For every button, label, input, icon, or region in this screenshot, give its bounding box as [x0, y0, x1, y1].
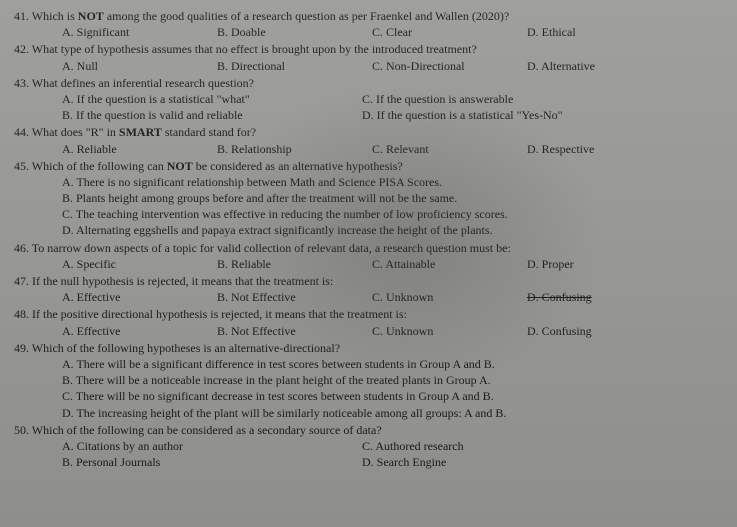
- question: 46. To narrow down aspects of a topic fo…: [14, 240, 723, 272]
- options-row: A. EffectiveB. Not EffectiveC. UnknownD.…: [14, 289, 723, 305]
- options-2col: A. Citations by an authorB. Personal Jou…: [14, 438, 723, 470]
- question-text: 48. If the positive directional hypothes…: [14, 306, 723, 322]
- option: D. Confusing: [527, 289, 682, 305]
- options-row: A. EffectiveB. Not EffectiveC. UnknownD.…: [14, 323, 723, 339]
- option: D. Alternative: [527, 58, 682, 74]
- question: 42. What type of hypothesis assumes that…: [14, 41, 723, 73]
- option: A. Effective: [62, 323, 217, 339]
- question: 43. What defines an inferential research…: [14, 75, 723, 124]
- question-text: 45. Which of the following can NOT be co…: [14, 158, 723, 174]
- option: D. Confusing: [527, 323, 682, 339]
- option: B. Directional: [217, 58, 372, 74]
- option: C. Attainable: [372, 256, 527, 272]
- question: 48. If the positive directional hypothes…: [14, 306, 723, 338]
- question-text: 49. Which of the following hypotheses is…: [14, 340, 723, 356]
- question-text: 46. To narrow down aspects of a topic fo…: [14, 240, 723, 256]
- option-col: C. Authored researchD. Search Engine: [362, 438, 662, 470]
- option: B. There will be a noticeable increase i…: [14, 372, 723, 388]
- question-text: 44. What does "R" in SMART standard stan…: [14, 124, 723, 140]
- option-col: A. Citations by an authorB. Personal Jou…: [62, 438, 362, 470]
- question-text: 41. Which is NOT among the good qualitie…: [14, 8, 723, 24]
- option: C. Unknown: [372, 289, 527, 305]
- option: C. There will be no significant decrease…: [14, 388, 723, 404]
- option: D. The increasing height of the plant wi…: [14, 405, 723, 421]
- option: A. There is no significant relationship …: [14, 174, 723, 190]
- question: 49. Which of the following hypotheses is…: [14, 340, 723, 421]
- option-col: C. If the question is answerableD. If th…: [362, 91, 662, 123]
- option: B. If the question is valid and reliable: [62, 107, 362, 123]
- option: A. Specific: [62, 256, 217, 272]
- option: B. Not Effective: [217, 323, 372, 339]
- question-text: 47. If the null hypothesis is rejected, …: [14, 273, 723, 289]
- options-row: A. SignificantB. DoableC. ClearD. Ethica…: [14, 24, 723, 40]
- option: A. Reliable: [62, 141, 217, 157]
- option: C. If the question is answerable: [362, 91, 662, 107]
- question: 47. If the null hypothesis is rejected, …: [14, 273, 723, 305]
- question-list: 41. Which is NOT among the good qualitie…: [14, 8, 723, 470]
- options-row: A. ReliableB. RelationshipC. RelevantD. …: [14, 141, 723, 157]
- option: A. Null: [62, 58, 217, 74]
- option: A. If the question is a statistical "wha…: [62, 91, 362, 107]
- option: D. Search Engine: [362, 454, 662, 470]
- question-text: 50. Which of the following can be consid…: [14, 422, 723, 438]
- question-text: 42. What type of hypothesis assumes that…: [14, 41, 723, 57]
- options-2col: A. If the question is a statistical "wha…: [14, 91, 723, 123]
- option: C. Clear: [372, 24, 527, 40]
- option: A. Citations by an author: [62, 438, 362, 454]
- option: C. Authored research: [362, 438, 662, 454]
- option: B. Doable: [217, 24, 372, 40]
- option: D. Alternating eggshells and papaya extr…: [14, 222, 723, 238]
- options-row: A. SpecificB. ReliableC. AttainableD. Pr…: [14, 256, 723, 272]
- option: C. Non-Directional: [372, 58, 527, 74]
- option: D. Respective: [527, 141, 682, 157]
- option: D. Ethical: [527, 24, 682, 40]
- option: B. Not Effective: [217, 289, 372, 305]
- question: 44. What does "R" in SMART standard stan…: [14, 124, 723, 156]
- option: A. Significant: [62, 24, 217, 40]
- question-text: 43. What defines an inferential research…: [14, 75, 723, 91]
- option: B. Personal Journals: [62, 454, 362, 470]
- option: C. Unknown: [372, 323, 527, 339]
- options-row: A. NullB. DirectionalC. Non-DirectionalD…: [14, 58, 723, 74]
- option: D. Proper: [527, 256, 682, 272]
- question: 41. Which is NOT among the good qualitie…: [14, 8, 723, 40]
- option: C. The teaching intervention was effecti…: [14, 206, 723, 222]
- option: A. Effective: [62, 289, 217, 305]
- option: B. Relationship: [217, 141, 372, 157]
- question: 45. Which of the following can NOT be co…: [14, 158, 723, 239]
- option: B. Reliable: [217, 256, 372, 272]
- option: D. If the question is a statistical "Yes…: [362, 107, 662, 123]
- question: 50. Which of the following can be consid…: [14, 422, 723, 471]
- option: B. Plants height among groups before and…: [14, 190, 723, 206]
- option-col: A. If the question is a statistical "wha…: [62, 91, 362, 123]
- option: C. Relevant: [372, 141, 527, 157]
- option: A. There will be a significant differenc…: [14, 356, 723, 372]
